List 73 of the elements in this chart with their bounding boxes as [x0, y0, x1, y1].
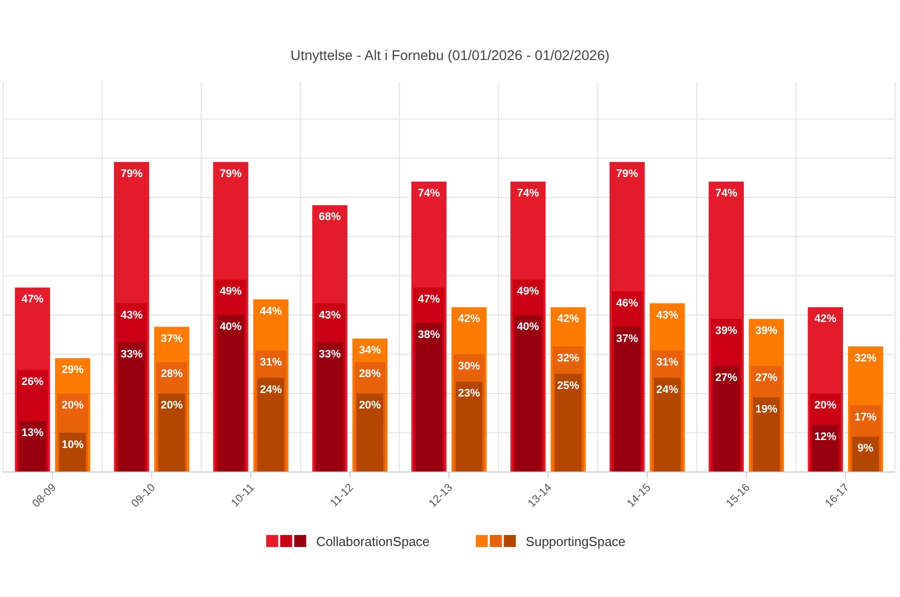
bar [753, 397, 780, 472]
data-label: 10% [62, 438, 84, 451]
bar [456, 382, 482, 472]
data-label: 42% [458, 313, 480, 326]
data-label: 24% [656, 384, 679, 396]
data-label: 31% [260, 356, 282, 368]
data-label: 79% [616, 168, 638, 180]
bar [316, 342, 344, 472]
data-label: 47% [418, 294, 440, 306]
data-label: 27% [715, 372, 738, 384]
data-label: 33% [120, 348, 143, 361]
data-label: 46% [616, 297, 638, 310]
legend-label: SupportingSpace [526, 534, 626, 549]
data-label: 32% [854, 352, 877, 364]
data-label: 31% [656, 356, 679, 368]
data-label: 37% [160, 332, 183, 345]
bar [654, 378, 681, 472]
data-label: 43% [318, 309, 342, 322]
data-label: 26% [21, 376, 44, 388]
bar [712, 366, 740, 472]
data-label: 25% [557, 380, 580, 392]
data-label: 37% [616, 332, 638, 345]
chart-title: Utnyttelse - Alt i Fornebu (01/01/2026 - 01/02/2026) [290, 47, 610, 63]
data-label: 49% [517, 286, 540, 298]
data-label: 29% [62, 364, 84, 376]
bar [356, 394, 384, 472]
data-label: 40% [517, 321, 540, 334]
data-label: 40% [220, 321, 242, 334]
data-label: 49% [220, 286, 242, 298]
data-label: 28% [358, 368, 382, 380]
data-label: 74% [715, 188, 738, 200]
bar [554, 374, 582, 472]
data-label: 30% [458, 360, 480, 372]
bar [614, 326, 641, 472]
data-label: 79% [120, 168, 143, 180]
data-label: 39% [715, 324, 738, 337]
data-label: 44% [260, 305, 282, 318]
data-label: 79% [220, 168, 242, 180]
bar [217, 315, 244, 472]
bar [416, 322, 442, 472]
bar [257, 378, 284, 472]
data-label: 32% [557, 352, 580, 364]
data-label: 17% [854, 411, 877, 424]
data-label: 47% [21, 294, 44, 306]
data-label: 33% [318, 348, 342, 361]
data-label: 20% [160, 400, 183, 412]
legend-label: CollaborationSpace [316, 534, 430, 549]
data-label: 38% [418, 328, 440, 341]
data-label: 20% [62, 400, 84, 412]
data-label: 34% [358, 344, 382, 357]
data-label: 24% [260, 384, 282, 396]
data-label: 12% [814, 430, 837, 443]
data-label: 42% [557, 313, 580, 326]
bar [118, 342, 145, 472]
data-label: 43% [120, 309, 143, 322]
bar [514, 315, 542, 472]
data-label: 74% [418, 188, 440, 200]
data-label: 9% [858, 442, 874, 455]
bar [852, 436, 879, 472]
data-label: 20% [814, 400, 837, 412]
bar [19, 420, 46, 472]
data-label: 43% [656, 309, 679, 322]
data-label: 13% [21, 426, 44, 439]
data-label: 19% [755, 403, 778, 416]
bar [158, 394, 186, 472]
data-label: 42% [814, 313, 837, 326]
data-label: 39% [755, 324, 778, 337]
data-label: 68% [318, 211, 342, 224]
data-label: 23% [458, 388, 480, 400]
data-label: 74% [517, 188, 540, 200]
data-label: 28% [160, 368, 183, 380]
data-label: 27% [755, 372, 778, 384]
data-label: 20% [358, 400, 382, 412]
